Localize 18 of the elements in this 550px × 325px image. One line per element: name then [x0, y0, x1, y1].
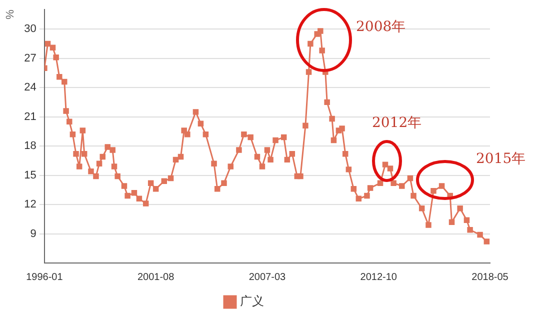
- x-tick-label: 2012-10: [360, 272, 398, 283]
- legend-label: 广义: [240, 294, 264, 308]
- y-tick-label: 15: [24, 169, 36, 182]
- x-tick-label: 2018-05: [472, 272, 509, 283]
- y-tick-label: 24: [24, 82, 36, 94]
- y-tick-label: 27: [24, 52, 36, 64]
- y-axis-title: %: [4, 9, 17, 20]
- x-tick-label: 1996-01: [26, 272, 64, 283]
- y-tick-label: 9: [30, 228, 36, 240]
- y-tick-label: 21: [24, 110, 36, 123]
- y-tick-label: 18: [24, 140, 36, 152]
- y-tick-label: 30: [24, 23, 36, 36]
- annotation: 2008年: [356, 18, 406, 36]
- y-tick-label: 12: [24, 198, 36, 211]
- x-tick-label: 2007-03: [248, 272, 286, 283]
- x-tick-label: 2001-08: [137, 272, 175, 283]
- annotation: 2012年: [372, 114, 422, 132]
- annotation: 2015年: [476, 150, 526, 168]
